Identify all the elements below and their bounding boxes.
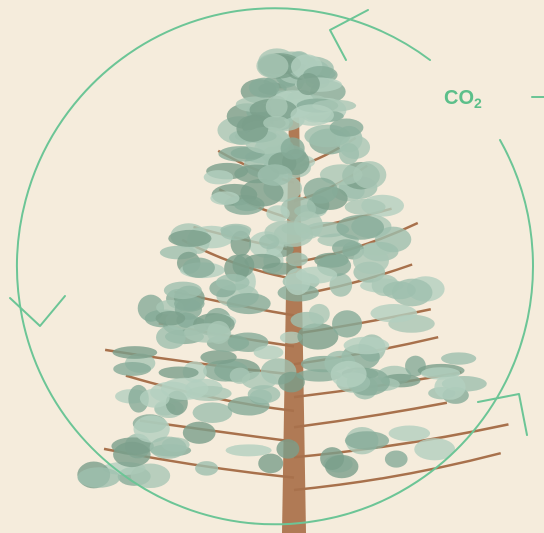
foliage bbox=[296, 267, 338, 284]
foliage bbox=[345, 199, 386, 215]
foliage bbox=[345, 431, 389, 450]
foliage bbox=[236, 115, 268, 142]
foliage bbox=[227, 293, 271, 314]
foliage bbox=[392, 279, 433, 307]
foliage bbox=[421, 367, 460, 379]
foliage bbox=[113, 362, 151, 376]
foliage bbox=[159, 366, 199, 378]
foliage bbox=[183, 422, 216, 444]
foliage bbox=[385, 451, 408, 468]
foliage bbox=[336, 215, 384, 240]
foliage bbox=[294, 211, 323, 239]
page: CO2 (() => { const data = JSON.parse(doc… bbox=[0, 0, 544, 533]
foliage bbox=[263, 116, 289, 130]
foliage bbox=[331, 361, 367, 388]
foliage bbox=[232, 254, 254, 277]
foliage bbox=[330, 119, 364, 137]
foliage bbox=[183, 258, 215, 278]
foliage bbox=[276, 439, 299, 458]
foliage bbox=[278, 372, 305, 393]
foliage bbox=[259, 234, 279, 249]
foliage bbox=[210, 191, 239, 205]
foliage bbox=[339, 143, 359, 164]
foliage bbox=[249, 78, 279, 98]
foliage bbox=[286, 253, 308, 267]
foliage bbox=[207, 321, 230, 344]
foliage bbox=[195, 461, 218, 476]
foliage bbox=[221, 225, 250, 240]
foliage bbox=[370, 304, 417, 322]
foliage bbox=[226, 444, 272, 456]
foliage bbox=[164, 282, 202, 299]
foliage bbox=[332, 310, 362, 337]
foliage bbox=[200, 350, 236, 364]
foliage bbox=[256, 54, 288, 79]
foliage bbox=[193, 402, 233, 423]
co2-main: CO bbox=[444, 87, 474, 109]
foliage bbox=[290, 104, 334, 126]
co2-subscript: 2 bbox=[474, 95, 482, 111]
foliage bbox=[258, 164, 293, 186]
foliage bbox=[112, 346, 157, 359]
foliage bbox=[344, 337, 390, 355]
foliage bbox=[77, 467, 120, 488]
foliage bbox=[309, 304, 330, 324]
foliage bbox=[254, 346, 284, 360]
foliage bbox=[441, 352, 476, 364]
foliage bbox=[297, 73, 320, 95]
foliage bbox=[150, 437, 187, 459]
foliage bbox=[332, 239, 361, 257]
foliage bbox=[266, 205, 289, 221]
foliage bbox=[216, 274, 250, 291]
foliage bbox=[204, 170, 234, 184]
illustration: CO2 bbox=[0, 0, 544, 533]
foliage bbox=[156, 311, 186, 325]
foliage bbox=[156, 326, 186, 349]
foliage bbox=[168, 230, 211, 247]
foliage bbox=[266, 96, 288, 118]
foliage bbox=[389, 425, 430, 441]
foliage bbox=[248, 385, 281, 403]
foliage bbox=[161, 378, 208, 400]
foliage bbox=[281, 137, 305, 159]
foliage bbox=[325, 455, 358, 478]
foliage bbox=[258, 454, 283, 474]
